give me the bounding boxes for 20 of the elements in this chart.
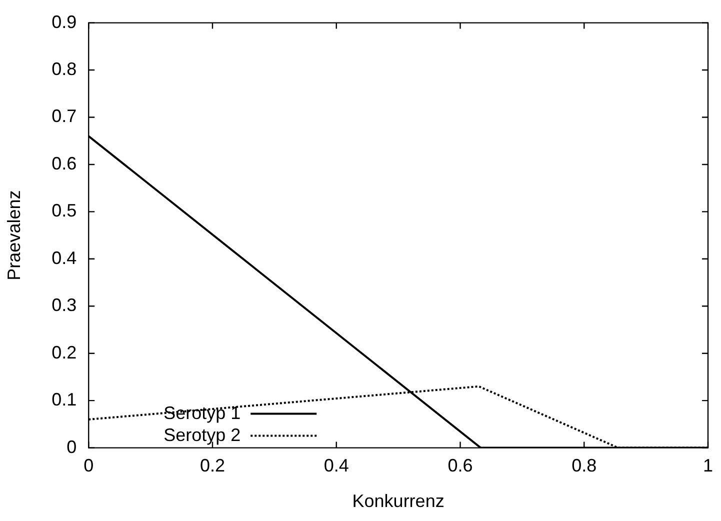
x-tick-label: 0.8 <box>572 456 597 476</box>
y-tick-label: 0.1 <box>52 390 77 410</box>
y-tick-label: 0.6 <box>52 153 77 174</box>
x-tick-label: 0.2 <box>200 456 226 476</box>
x-tick-label: 0.6 <box>448 456 473 476</box>
x-tick-label: 0 <box>84 456 94 476</box>
y-axis-title: Praevalenz <box>4 190 24 280</box>
x-tick-label: 0.4 <box>324 456 349 476</box>
legend-label: Serotyp 2 <box>164 424 241 445</box>
x-tick-label: 1 <box>702 456 713 476</box>
legend-label: Serotyp 1 <box>164 402 241 423</box>
y-tick-label: 0.2 <box>52 342 77 362</box>
y-tick-label: 0.4 <box>52 248 77 268</box>
y-tick-label: 0.9 <box>52 12 77 32</box>
y-tick-label: 0 <box>66 436 77 457</box>
y-tick-label: 0.3 <box>52 295 77 316</box>
y-tick-label: 0.5 <box>52 200 77 221</box>
y-tick-label: 0.7 <box>52 106 77 126</box>
x-axis-title: Konkurrenz <box>352 491 444 512</box>
y-tick-label: 0.8 <box>52 58 77 79</box>
